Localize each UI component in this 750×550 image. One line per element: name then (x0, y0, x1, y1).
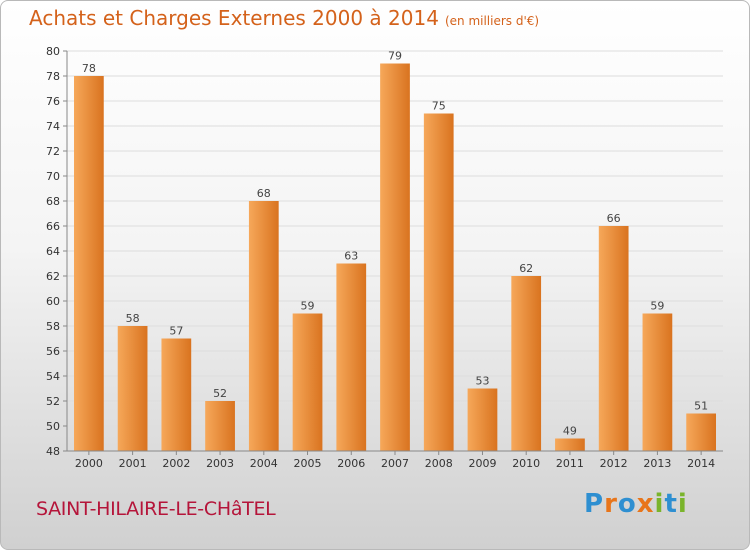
proxiti-logo[interactable]: Proxiti (584, 489, 688, 519)
x-tick-label: 2003 (206, 457, 234, 470)
bar-2001 (117, 326, 148, 451)
value-label: 75 (432, 100, 446, 113)
chart-title-text: Achats et Charges Externes 2000 à 2014 (29, 6, 439, 30)
chart-subtitle: (en milliers d'€) (444, 14, 540, 28)
bar-2000 (73, 76, 104, 451)
y-tick-label: 62 (46, 270, 60, 283)
x-tick-label: 2007 (381, 457, 409, 470)
bar-2014 (686, 413, 717, 451)
y-tick-label: 60 (46, 295, 60, 308)
commune-name: SAINT-HILAIRE-LE-CHâTEL (36, 498, 276, 520)
bar-2011 (555, 438, 585, 451)
bar-2004 (248, 201, 279, 451)
x-tick-label: 2002 (162, 457, 190, 470)
y-tick-label: 76 (46, 95, 60, 108)
y-tick-label: 58 (46, 320, 60, 333)
x-tick-label: 2013 (643, 457, 671, 470)
y-tick-label: 72 (46, 145, 60, 158)
x-tick-label: 2008 (425, 457, 453, 470)
x-tick-label: 2012 (600, 457, 628, 470)
value-label: 58 (126, 312, 140, 325)
value-label: 66 (607, 212, 621, 225)
value-label: 62 (519, 262, 533, 275)
y-tick-label: 48 (46, 445, 60, 458)
bar-2009 (467, 388, 498, 451)
value-label: 63 (344, 250, 358, 263)
logo-letter: P (584, 489, 605, 519)
y-tick-label: 54 (46, 370, 60, 383)
value-label: 68 (257, 187, 271, 200)
x-tick-label: 2011 (556, 457, 584, 470)
y-tick-label: 74 (46, 120, 60, 133)
bars: 78 58 57 52 68 59 63 79 75 53 62 49 66 59 51 (73, 50, 717, 451)
logo-letter: o (617, 489, 637, 519)
logo-letter: i (654, 489, 665, 519)
x-axis: 2000 2001 2002 2003 2004 2005 2006 2007 2008 2009… (67, 450, 723, 470)
bar-2005 (292, 313, 323, 451)
x-tick-label: 2000 (75, 457, 103, 470)
value-label: 53 (475, 375, 489, 388)
y-tick-label: 80 (46, 45, 60, 58)
bar-2008 (423, 113, 454, 451)
y-tick-label: 78 (46, 70, 60, 83)
x-tick-label: 2006 (337, 457, 365, 470)
logo-letter: r (604, 489, 618, 519)
logo-letter: i (677, 489, 688, 519)
x-tick-label: 2010 (512, 457, 540, 470)
y-tick-label: 52 (46, 395, 60, 408)
x-tick-label: 2005 (294, 457, 322, 470)
y-axis: 48 50 52 54 56 58 60 62 64 66 68 70 72 74 76 78 80 (46, 45, 68, 458)
value-label: 51 (694, 400, 708, 413)
y-tick-label: 64 (46, 245, 60, 258)
value-label: 78 (82, 62, 96, 75)
bar-2003 (205, 401, 235, 451)
x-tick-label: 2004 (250, 457, 278, 470)
logo-letter: x (636, 489, 655, 519)
bar-2006 (336, 263, 367, 451)
x-tick-label: 2014 (687, 457, 715, 470)
y-tick-label: 56 (46, 345, 60, 358)
y-tick-label: 66 (46, 220, 60, 233)
bar-2002 (161, 338, 192, 451)
bar-2013 (642, 313, 673, 451)
value-label: 49 (563, 425, 577, 438)
value-label: 57 (169, 325, 183, 338)
x-tick-label: 2009 (468, 457, 496, 470)
value-label: 52 (213, 387, 227, 400)
bar-2010 (511, 276, 542, 451)
y-tick-label: 68 (46, 195, 60, 208)
bar-2007 (380, 63, 410, 451)
chart-title: Achats et Charges Externes 2000 à 2014 (e… (29, 6, 539, 30)
value-label: 79 (388, 50, 402, 63)
logo-letter: t (664, 489, 678, 519)
y-tick-label: 50 (46, 420, 60, 433)
bar-2012 (598, 226, 629, 451)
x-tick-label: 2001 (119, 457, 147, 470)
value-label: 59 (301, 300, 315, 313)
y-tick-label: 70 (46, 170, 60, 183)
value-label: 59 (650, 300, 664, 313)
